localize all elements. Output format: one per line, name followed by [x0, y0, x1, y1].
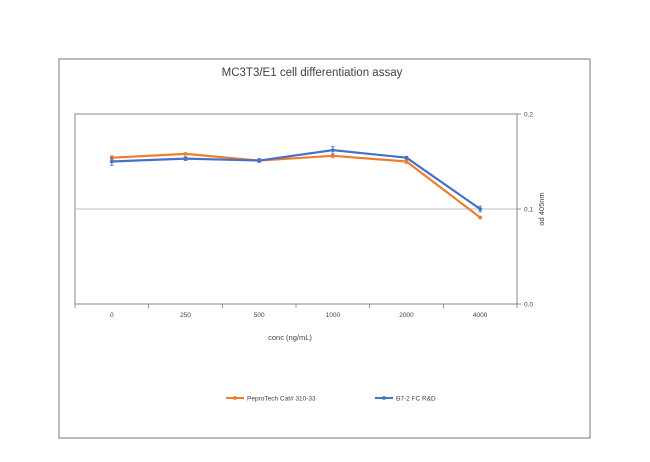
data-point [404, 155, 409, 160]
y-axis: 0.0 0.1 0.2 [517, 112, 533, 309]
x-tick-label: 2000 [399, 312, 414, 319]
series-layer [109, 145, 483, 220]
data-point [183, 156, 188, 161]
chart-border [58, 58, 591, 439]
legend-item: B7-2 FC R&D [375, 395, 436, 402]
y-tick-label: 0.1 [524, 207, 533, 214]
data-point [183, 152, 188, 156]
legend-swatch-marker [382, 396, 386, 400]
data-point [330, 153, 335, 158]
y-tick-label: 0.0 [524, 302, 533, 309]
series-line [111, 149, 481, 210]
x-tick-label: 0 [110, 312, 114, 319]
chart-title: MC3T3/E1 cell differentiation assay [222, 67, 403, 79]
x-tick-label: 250 [180, 312, 191, 319]
y-tick-label: 0.2 [524, 112, 533, 119]
x-tick-label: 4000 [473, 312, 488, 319]
data-point [404, 159, 409, 164]
series-line [111, 152, 481, 219]
legend-label: B7-2 FC R&D [396, 395, 436, 402]
x-tick-label: 500 [254, 312, 265, 319]
series-2 [109, 145, 483, 213]
x-tick-label: 1000 [326, 312, 341, 319]
legend-item: PeproTech Cat# 310-33 [226, 395, 316, 402]
legend-swatch-marker [233, 396, 237, 400]
data-point [478, 215, 483, 220]
legend: PeproTech Cat# 310-33 B7-2 FC R&D [226, 395, 436, 402]
legend-label: PeproTech Cat# 310-33 [247, 395, 316, 402]
x-axis-label: conc (ng/mL) [268, 333, 312, 342]
y-axis-label: od 405nm [537, 192, 546, 225]
data-point [109, 159, 114, 164]
data-point [257, 158, 262, 163]
x-axis: 0 250 500 1000 2000 4000 [74, 304, 518, 319]
data-point [478, 207, 483, 211]
data-point [330, 148, 335, 153]
